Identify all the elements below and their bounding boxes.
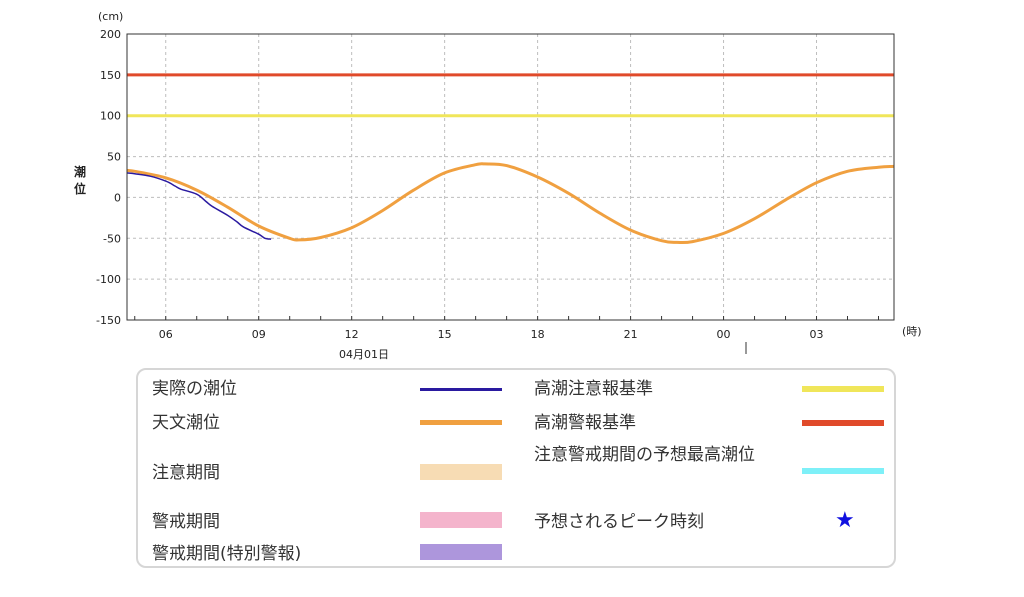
legend-actual-label: 実際の潮位 (152, 379, 237, 399)
legend-predicted-max-swatch (802, 468, 884, 474)
legend-astronomical-swatch (420, 420, 502, 425)
legend-warning-std-swatch (802, 420, 884, 426)
x-tick-label: 12 (345, 328, 359, 341)
legend-special-warning-label: 警戒期間(特別警報) (152, 544, 302, 564)
series-layer (126, 162, 895, 245)
y-axis-label-2: 位 (74, 181, 86, 196)
legend-caution-period-label: 注意期間 (152, 463, 220, 483)
y-unit-label: (cm) (98, 10, 123, 23)
grid-layer (127, 33, 894, 321)
y-tick-label: 200 (100, 28, 121, 41)
x-tick-label: 00 (717, 328, 731, 341)
x-tick-label: 15 (438, 328, 452, 341)
legend-astronomical-label: 天文潮位 (152, 413, 220, 433)
x-tick-label: 06 (159, 328, 173, 341)
series-line-1 (126, 172, 272, 240)
legend: 実際の潮位 天文潮位 注意期間 警戒期間 警戒期間(特別警報) 高潮注意報基準 … (136, 368, 896, 568)
x-unit-label: (時) (902, 325, 922, 338)
y-tick-label: 150 (100, 69, 121, 82)
y-tick-label: -100 (96, 273, 121, 286)
legend-advisory-std-swatch (802, 386, 884, 392)
x-tick-label: 09 (252, 328, 266, 341)
date-label: 04月01日 (339, 348, 389, 361)
x-tick-label: 21 (624, 328, 638, 341)
y-tick-label: -150 (96, 314, 121, 327)
y-axis-label-1: 潮 (74, 164, 86, 179)
threshold-layer (127, 73, 894, 118)
x-tick-label: 03 (810, 328, 824, 341)
legend-warning-period-label: 警戒期間 (152, 512, 220, 532)
legend-warning-period-swatch (420, 512, 502, 528)
series-line-0 (126, 162, 895, 245)
y-tick-label: 50 (107, 151, 121, 164)
plot-frame (126, 33, 895, 321)
legend-actual-swatch (420, 388, 502, 391)
legend-warning-std-label: 高潮警報基準 (534, 413, 636, 433)
legend-predicted-max-label: 注意警戒期間の予想最高潮位 (534, 445, 755, 465)
x-tick-label: 18 (531, 328, 545, 341)
y-tick-labels: 200 150 100 50 0 -50 -100 -150 (96, 28, 121, 327)
y-tick-label: -50 (103, 232, 121, 245)
legend-advisory-std-label: 高潮注意報基準 (534, 379, 653, 399)
x-tick-labels: 06 09 12 15 18 21 00 03 (159, 328, 824, 341)
legend-peak-time-label: 予想されるピーク時刻 (534, 512, 704, 532)
y-tick-label: 100 (100, 110, 121, 123)
legend-caution-period-swatch (420, 464, 502, 480)
legend-special-warning-swatch (420, 544, 502, 560)
peak-star-icon: ★ (835, 508, 855, 533)
y-tick-label: 0 (114, 191, 121, 204)
